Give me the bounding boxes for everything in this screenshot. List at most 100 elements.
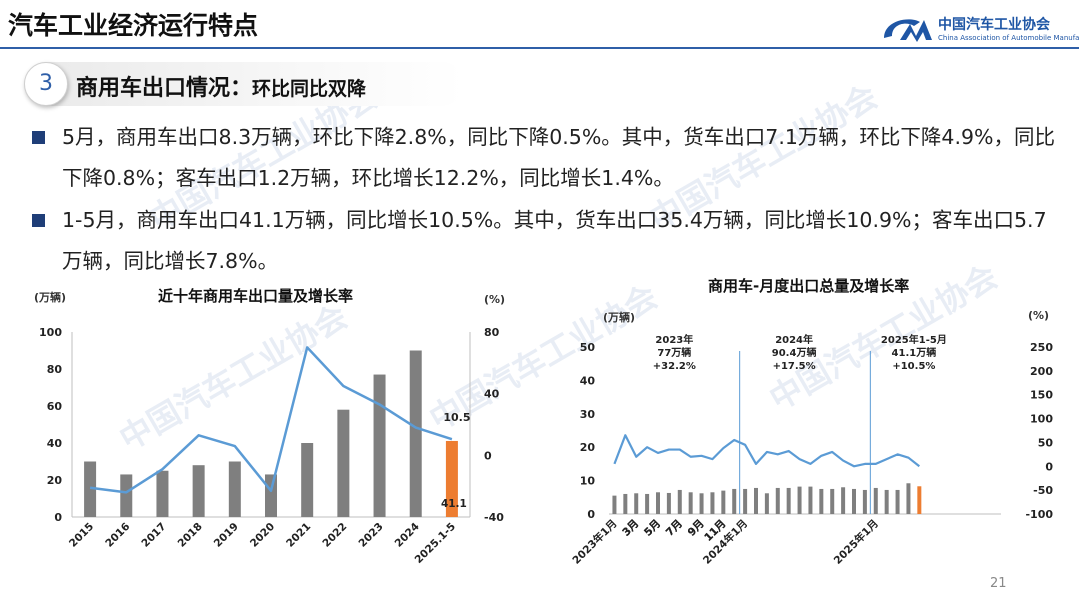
chart2-annotation-growth: +10.5%: [892, 361, 935, 372]
chart1-x-tick: 2021: [284, 521, 313, 550]
chart2-bar: [775, 487, 780, 514]
chart2-bar: [764, 493, 769, 514]
chart2-bar: [808, 486, 813, 514]
chart1-x-tick: 2019: [212, 521, 241, 550]
chart1-bar: [265, 474, 277, 517]
chart1-bar-label: 41.1: [441, 498, 467, 510]
chart2-ylabel: (万辆): [603, 311, 636, 324]
section-subtitle: 环比同比双降: [252, 78, 367, 100]
chart2-y-tick: 0: [587, 508, 595, 521]
chart2-annotation-year: 2024年: [775, 333, 813, 346]
chart1-y2-tick: 0: [484, 449, 492, 462]
chart1-bar: [337, 409, 350, 517]
chart2-bar: [634, 493, 639, 514]
chart1-y-tick: 40: [47, 437, 63, 450]
chart2-y2-tick: 250: [1030, 341, 1053, 354]
chart2-bar: [721, 490, 726, 514]
chart1-x-tick: 2023: [357, 521, 386, 550]
chart2-bar: [830, 488, 835, 514]
chart2-y2-tick: 50: [1038, 436, 1054, 449]
chart2-title: 商用车-月度出口总量及增长率: [708, 277, 910, 295]
chart2-y-tick: 40: [580, 374, 596, 387]
chart2-bar: [612, 495, 617, 514]
chart1-x-tick: 2015: [67, 521, 96, 550]
chart1-bar: [192, 465, 205, 517]
chart2-bar: [699, 493, 704, 514]
logo-name-en: China Association of Automobile Manufact…: [938, 34, 1079, 42]
chart1-y-tick: 100: [39, 326, 62, 339]
chart2: 0 10 20 30 40 50 -100 -50 0 50 100 150 200 250 2023年77…: [570, 333, 1054, 567]
chart1-bar: [373, 374, 386, 517]
chart2-x-tick: 3月: [620, 518, 641, 539]
chart2-x-tick: 2023年1月: [570, 517, 620, 567]
chart2-bar: [743, 488, 748, 514]
section-title: 商用车出口情况：环比同比双降: [76, 70, 366, 102]
chart1-x-tick: 2024: [393, 521, 422, 550]
chart2-annotation-growth: +17.5%: [773, 361, 816, 372]
chart2-y-tick: 10: [580, 475, 596, 488]
chart2-bar: [623, 493, 628, 514]
chart2-y-tick: 20: [580, 441, 596, 454]
chart2-y2-tick: -50: [1033, 484, 1053, 497]
chart2-y2-tick: 150: [1030, 389, 1053, 402]
chart1-x-tick: 2020: [248, 521, 277, 550]
section-title-main: 商用车出口情况：: [76, 76, 253, 101]
chart1: 0 20 40 60 80 100 -40 0 40 80 10.5 41.1 2015 2016 2017…: [39, 326, 504, 566]
chart2-bar: [906, 483, 911, 514]
chart1-bar: [445, 440, 458, 517]
chart1-ylabel: (万辆): [34, 291, 67, 304]
bullet-square-icon: [32, 214, 45, 227]
logo-name-cn: 中国汽车工业协会: [938, 17, 1050, 33]
chart2-y2-tick: 100: [1030, 413, 1053, 426]
chart1-bar: [301, 443, 314, 517]
chart2-annotation-growth: +32.2%: [653, 361, 696, 372]
chart1-y-tick: 20: [47, 474, 63, 487]
chart2-annotation-volume: 41.1万辆: [892, 346, 937, 359]
bullet-text: 1-5月，商用车出口41.1万辆，同比增长10.5%。其中，货车出口35.4万辆…: [62, 208, 1047, 273]
chart2-bar: [786, 487, 791, 514]
chart2-x-tick: 5月: [642, 518, 663, 539]
bullet-square-icon: [32, 131, 45, 144]
chart2-annotation-volume: 90.4万辆: [772, 346, 817, 359]
chart1-bar: [84, 461, 97, 517]
slide-header: 汽车工业经济运行特点 中国汽车工业协会 China Association of…: [0, 0, 1079, 49]
caam-logo-icon: [884, 19, 932, 42]
chart2-bar: [841, 487, 846, 514]
chart2-bar: [797, 486, 802, 514]
chart2-annotation-year: 2025年1-5月: [881, 333, 947, 346]
chart1-x-tick: 2018: [176, 521, 205, 550]
chart2-bar: [819, 488, 824, 514]
section-bar: [24, 62, 464, 106]
chart2-bar: [688, 492, 693, 514]
chart2-annotation-year: 2023年: [655, 333, 693, 346]
chart2-y2label: (%): [1028, 309, 1050, 322]
logo: 中国汽车工业协会 China Association of Automobile…: [880, 12, 1079, 46]
chart1-title: 近十年商用车出口量及增长率: [158, 287, 354, 305]
page-number: 21: [990, 576, 1007, 591]
page-title: 汽车工业经济运行特点: [8, 11, 259, 40]
chart2-bar: [677, 489, 682, 514]
chart1-bar: [228, 461, 241, 517]
chart2-bar: [656, 492, 660, 514]
chart2-growth-line: [613, 434, 921, 468]
chart2-bar: [873, 487, 878, 514]
section-number: 3: [24, 62, 68, 106]
chart1-bar: [409, 350, 422, 517]
chart2-y-tick: 30: [580, 408, 596, 421]
chart2-x-tick: 7月: [664, 518, 685, 539]
chart1-y-tick: 0: [54, 511, 62, 524]
chart1-x-tick: 2017: [139, 521, 168, 550]
chart2-bar: [666, 492, 671, 514]
chart1-line-label: 10.5: [443, 411, 470, 424]
bullet-text: 5月，商用车出口8.3万辆，环比下降2.8%，同比下降0.5%。其中，货车出口7…: [62, 125, 1055, 190]
chart2-y2-tick: 200: [1030, 365, 1053, 378]
chart1-y2-tick: 80: [484, 326, 500, 339]
chart1-x-tick: 2022: [320, 521, 349, 550]
chart2-bar: [852, 488, 856, 514]
chart2-annotation-volume: 77万辆: [657, 346, 691, 359]
chart1-y-tick: 60: [47, 400, 63, 413]
chart1-bar: [120, 474, 133, 517]
chart1-y2label: (%): [484, 293, 506, 306]
chart2-bar: [862, 489, 867, 514]
chart2-y-tick: 50: [580, 341, 596, 354]
